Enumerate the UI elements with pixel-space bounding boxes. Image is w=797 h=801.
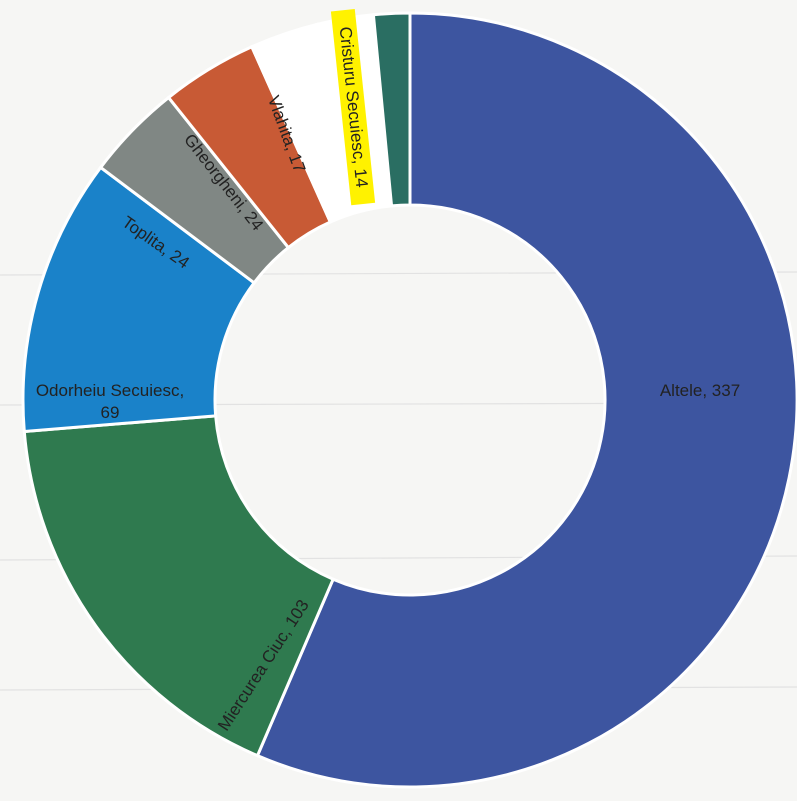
slice-odorheiu-secuiesc — [21, 165, 257, 434]
label-highlight-cristuru-secuiesc — [330, 8, 376, 206]
donut-slices — [21, 11, 797, 789]
slice-unlabeled — [371, 11, 412, 208]
slice-miercurea-ciuc — [22, 414, 336, 758]
label-text-odorheiu-secuiesc: Odorheiu Secuiesc, 69 — [36, 381, 184, 422]
slice-altele — [255, 11, 797, 789]
label-text-altele: Altele, 337 — [660, 381, 740, 400]
label-odorheiu-secuiesc: Odorheiu Secuiesc, 69 — [36, 381, 184, 422]
label-altele: Altele, 337 — [660, 381, 740, 400]
